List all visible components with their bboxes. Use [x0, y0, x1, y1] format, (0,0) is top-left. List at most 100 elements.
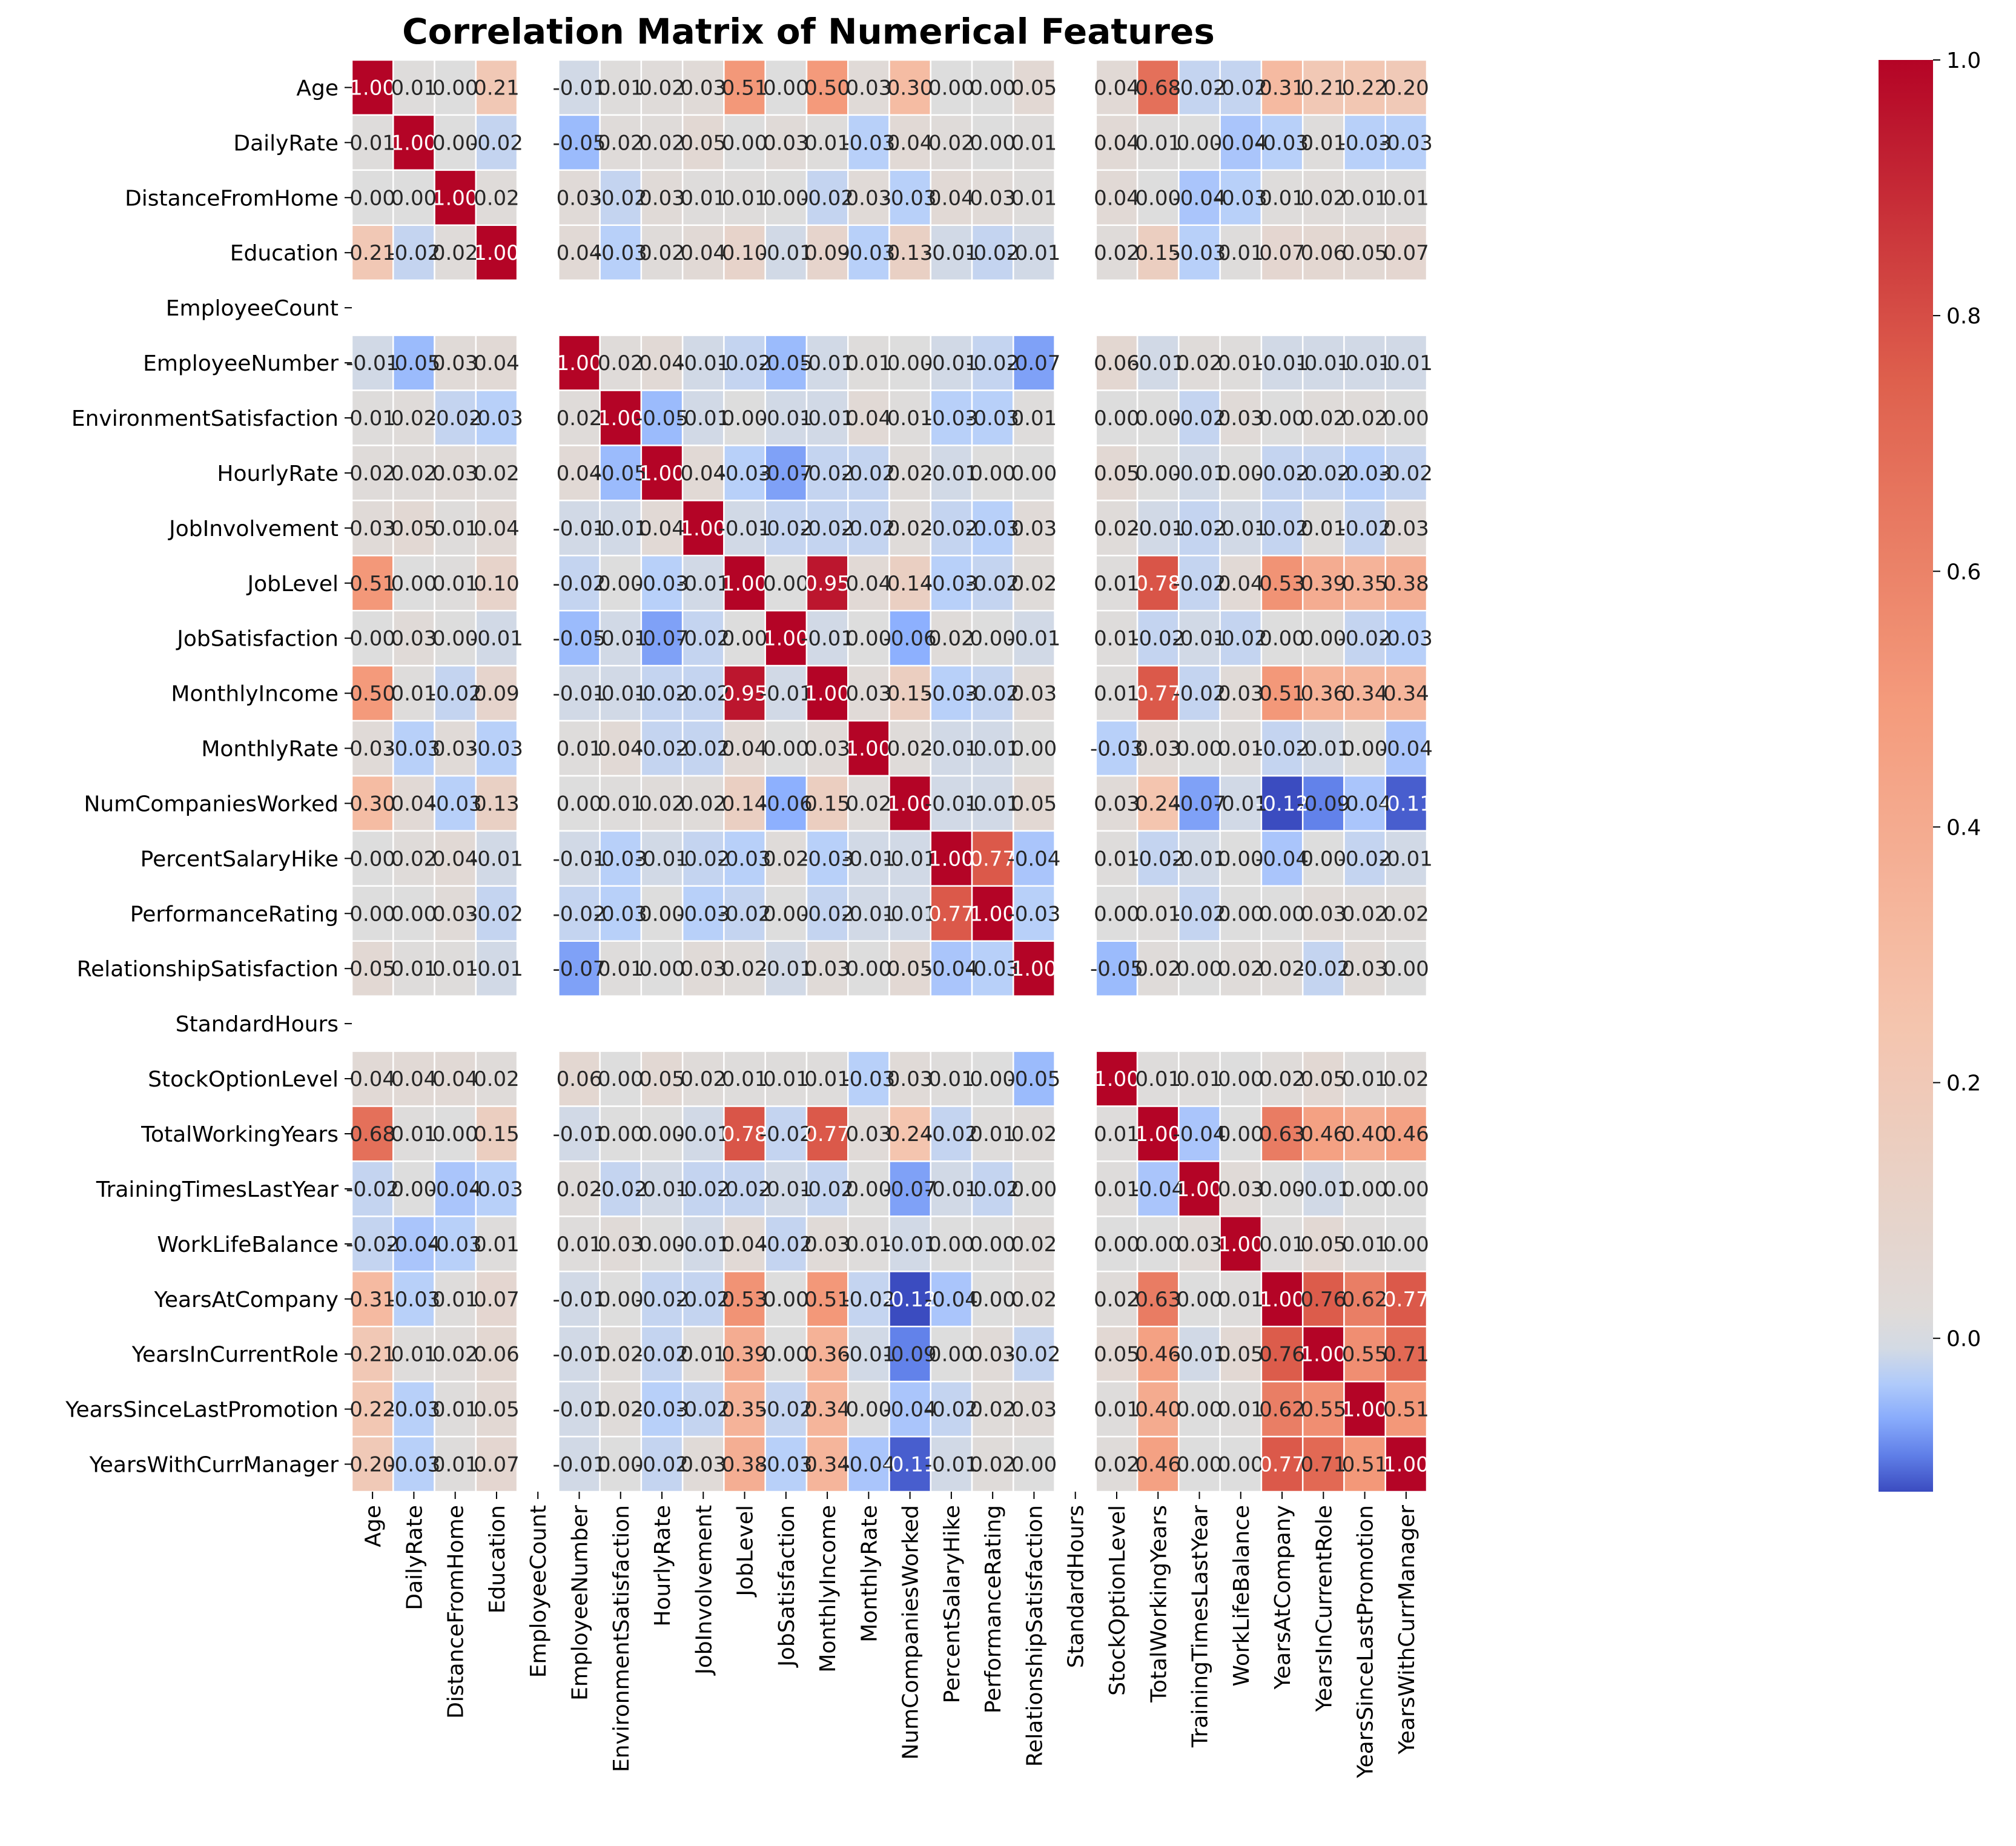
cell-value-label: 0.06	[1300, 241, 1346, 265]
heatmap-cell	[434, 940, 477, 997]
heatmap-cell	[971, 500, 1014, 557]
cell-value-label: -0.01	[842, 902, 895, 926]
cell-value-label: 0.00	[928, 1343, 974, 1367]
cell-value-label: 0.01	[804, 131, 850, 155]
cell-value-label: -0.05	[552, 131, 606, 155]
x-tick-label: YearsWithCurrManager	[1395, 1505, 1419, 1755]
cell-value-label: -0.01	[635, 847, 689, 871]
cell-value-label: 0.03	[680, 957, 726, 981]
heatmap-cell	[847, 775, 890, 832]
heatmap-cell	[1013, 830, 1056, 887]
heatmap-cell	[805, 664, 849, 722]
cell-value-label: -0.03	[842, 131, 895, 155]
cell-value-label: 0.00	[1218, 847, 1264, 871]
heatmap-cell	[723, 445, 766, 501]
x-tick-label: StockOptionLevel	[1105, 1505, 1130, 1696]
heatmap-cell	[1136, 59, 1180, 116]
cell-value-label: 0.14	[722, 792, 768, 816]
cell-value-label: 0.03	[1177, 1232, 1223, 1257]
cell-value-label: -0.03	[387, 1288, 440, 1312]
heatmap-cell	[681, 1160, 725, 1217]
heatmap-cell	[599, 1271, 643, 1328]
heatmap-cell	[1260, 830, 1304, 887]
heatmap-cell	[1301, 609, 1345, 667]
heatmap-cell	[847, 1325, 890, 1383]
cell-value-label: 1.00	[722, 572, 768, 596]
cell-value-label: -0.05	[759, 351, 813, 375]
cell-value-label: 0.04	[474, 517, 520, 541]
cell-value-label: 0.01	[598, 76, 644, 100]
heatmap-cell	[1013, 1380, 1056, 1438]
heatmap-cell	[1013, 775, 1056, 832]
y-tick-label: DistanceFromHome	[125, 186, 339, 211]
heatmap-cell	[1013, 389, 1056, 446]
heatmap-cell	[599, 775, 643, 832]
heatmap-cell	[1095, 389, 1139, 446]
cell-value-label: -0.01	[1214, 792, 1267, 816]
cell-value-label: -0.01	[884, 847, 937, 871]
cell-value-label: 0.00	[598, 1067, 644, 1091]
cell-value-label: 0.00	[598, 1122, 644, 1146]
heatmap-cell	[1013, 1271, 1056, 1328]
cell-value-label: -0.02	[1338, 627, 1392, 651]
cell-value-label: 0.01	[680, 1343, 726, 1367]
cell-value-label: 0.78	[722, 1122, 768, 1146]
cell-value-label: -0.07	[884, 1177, 937, 1202]
cell-value-label: -0.03	[759, 1453, 813, 1477]
cell-value-label: -0.02	[470, 902, 523, 926]
cell-value-label: 0.00	[349, 902, 395, 926]
y-tick-label: MonthlyIncome	[171, 682, 339, 707]
cell-value-label: 0.04	[928, 186, 974, 210]
cell-value-label: 0.07	[474, 1288, 520, 1312]
heatmap-cell	[599, 169, 643, 227]
cell-value-label: -0.03	[801, 847, 854, 871]
heatmap-cell	[1301, 1435, 1345, 1493]
cell-value-label: 0.35	[1342, 572, 1388, 596]
heatmap-cell	[723, 1105, 766, 1162]
cell-value-label: -0.01	[759, 957, 813, 981]
heatmap-cell	[1384, 885, 1428, 942]
heatmap-cell	[971, 720, 1014, 777]
heatmap-cell	[392, 720, 435, 777]
cell-value-label: 0.04	[639, 517, 685, 541]
heatmap-cell	[1301, 445, 1345, 501]
heatmap-cell	[434, 169, 477, 227]
cell-value-label: 0.62	[1259, 1398, 1305, 1422]
cell-value-label: -0.02	[429, 682, 482, 706]
cell-value-label: 0.02	[432, 1343, 478, 1367]
heatmap-cell	[475, 224, 518, 281]
cell-value-label: 0.62	[1342, 1288, 1388, 1312]
x-tick-label: WorkLifeBalance	[1229, 1505, 1254, 1687]
heatmap-cell	[1301, 389, 1345, 446]
cell-value-label: 0.02	[598, 351, 644, 375]
cell-value-label: 0.01	[598, 957, 644, 981]
cell-value-label: -0.01	[759, 406, 813, 431]
cell-value-label: -0.02	[718, 902, 772, 926]
cell-value-label: 0.01	[1342, 1232, 1388, 1257]
heatmap-cell	[1384, 720, 1428, 777]
cell-value-label: -0.04	[1173, 1122, 1226, 1146]
cell-value-label: -0.01	[759, 682, 813, 706]
y-tick-label: YearsInCurrentRole	[131, 1343, 339, 1368]
heatmap-cell	[971, 59, 1014, 116]
heatmap-cell	[1178, 609, 1221, 667]
cell-value-label: -0.02	[552, 572, 606, 596]
heatmap-cell	[723, 664, 766, 722]
cell-value-label: -0.01	[925, 241, 978, 265]
heatmap-cell	[640, 555, 684, 612]
cell-value-label: -0.07	[1173, 792, 1226, 816]
heatmap-cell	[681, 720, 725, 777]
cell-value-label: -0.02	[1131, 627, 1185, 651]
cell-value-label: -0.02	[801, 1177, 854, 1202]
cell-value-label: 0.03	[432, 902, 478, 926]
cell-value-label: -0.02	[842, 517, 895, 541]
cell-value-label: 0.02	[1094, 1288, 1140, 1312]
cell-value-label: 1.00	[557, 351, 603, 375]
cell-value-label: -0.01	[1173, 627, 1226, 651]
heatmap-cell	[475, 1271, 518, 1328]
heatmap-cell	[1260, 224, 1304, 281]
cell-value-label: 0.00	[722, 131, 768, 155]
heatmap-cell	[1219, 1160, 1263, 1217]
heatmap-cell	[930, 500, 973, 557]
cell-value-label: -0.01	[1255, 351, 1309, 375]
